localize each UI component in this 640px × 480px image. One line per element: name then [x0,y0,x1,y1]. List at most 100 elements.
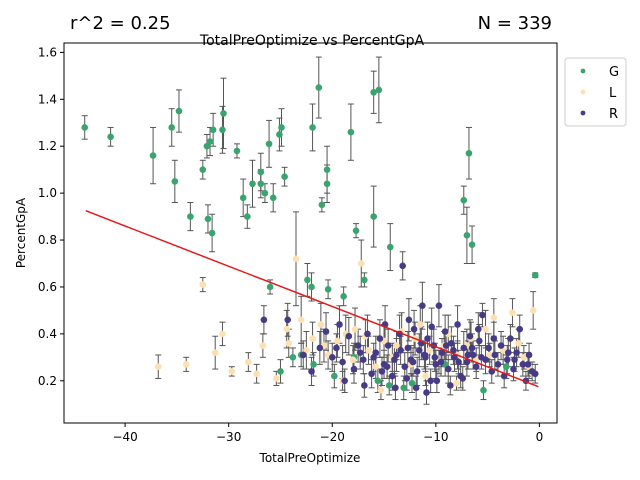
point-G-36 [370,213,377,220]
point-G-48 [361,277,368,284]
legend-label-L: L [609,86,617,101]
legend-label-R: R [609,107,618,122]
point-R-59 [516,326,523,333]
point-G-28 [315,84,322,91]
point-L-8 [260,342,267,349]
point-R-74 [459,375,466,382]
point-G-27 [309,124,316,131]
point-R-89 [336,321,343,328]
legend-marker-R [581,111,586,116]
x-axis-label: TotalPreOptimize [259,451,361,465]
point-G-1 [107,134,114,141]
point-L-5 [228,368,235,375]
point-R-65 [341,377,348,384]
point-R-9 [355,342,362,349]
point-L-17 [334,338,341,345]
point-L-46 [350,356,357,363]
point-R-77 [391,356,398,363]
point-L-12 [298,316,305,323]
point-R-101 [525,361,532,368]
point-R-16 [385,342,392,349]
x-tick-label: −10 [423,430,448,444]
point-R-93 [410,359,417,366]
point-R-25 [414,368,421,375]
point-G-45 [308,284,315,291]
point-R-43 [467,333,474,340]
point-L-34 [482,326,489,333]
point-L-52 [515,340,522,347]
point-R-10 [360,356,367,363]
point-R-49 [485,345,492,352]
point-G-16 [240,195,247,202]
point-G-53 [331,373,338,380]
point-R-7 [346,333,353,340]
point-L-42 [378,387,385,394]
point-R-51 [492,352,499,359]
point-L-9 [273,375,280,382]
point-R-33 [436,302,443,309]
point-R-90 [370,354,377,361]
point-L-20 [358,260,365,267]
point-G-47 [340,293,347,300]
point-L-10 [283,326,290,333]
legend-marker-G [581,69,586,74]
point-R-4 [323,328,330,335]
point-L-37 [509,309,516,316]
point-G-38 [460,197,467,204]
point-G-46 [325,286,332,293]
point-G-9 [207,138,214,145]
point-R-24 [411,326,418,333]
point-R-17 [389,373,396,380]
point-G-35 [376,87,383,94]
point-L-7 [253,370,260,377]
point-R-26 [416,347,423,354]
point-G-6 [187,213,194,220]
point-R-84 [475,326,482,333]
point-R-21 [401,363,408,370]
point-R-85 [491,335,498,342]
point-R-47 [479,312,486,319]
point-R-96 [443,342,450,349]
point-R-57 [510,366,517,373]
y-axis-label: PercentGpA [14,197,28,268]
point-G-17 [244,213,251,220]
point-G-10 [210,126,217,133]
point-R-22 [405,345,412,352]
point-L-21 [365,347,372,354]
point-R-12 [368,370,375,377]
y-tick-label: 1.6 [38,45,57,59]
point-G-56 [386,382,393,389]
point-L-1 [183,361,190,368]
point-L-3 [212,349,219,356]
x-tick-label: −20 [320,430,345,444]
point-R-27 [419,302,426,309]
point-R-14 [377,335,384,342]
point-L-2 [199,281,206,288]
y-tick-label: 0.8 [38,233,57,247]
y-tick-label: 0.4 [38,327,57,341]
point-R-73 [447,382,454,389]
point-R-55 [504,356,511,363]
point-R-45 [473,363,480,370]
point-R-80 [428,324,435,331]
r-squared-annotation: r^2 = 0.25 [70,13,171,34]
point-R-56 [507,335,514,342]
point-R-52 [495,361,502,368]
point-R-11 [364,331,371,338]
point-L-43 [422,373,429,380]
point-G-55 [375,377,382,384]
point-R-99 [478,354,485,361]
point-L-22 [372,363,379,370]
point-L-53 [285,340,292,347]
point-L-14 [309,335,316,342]
legend-marker-L [581,90,586,95]
point-G-0 [81,124,88,131]
point-R-91 [384,363,391,370]
point-R-36 [445,366,452,373]
point-G-11 [205,216,212,223]
point-G-39 [466,150,473,157]
point-R-97 [455,359,462,366]
point-R-29 [424,335,431,342]
point-R-66 [361,382,368,389]
